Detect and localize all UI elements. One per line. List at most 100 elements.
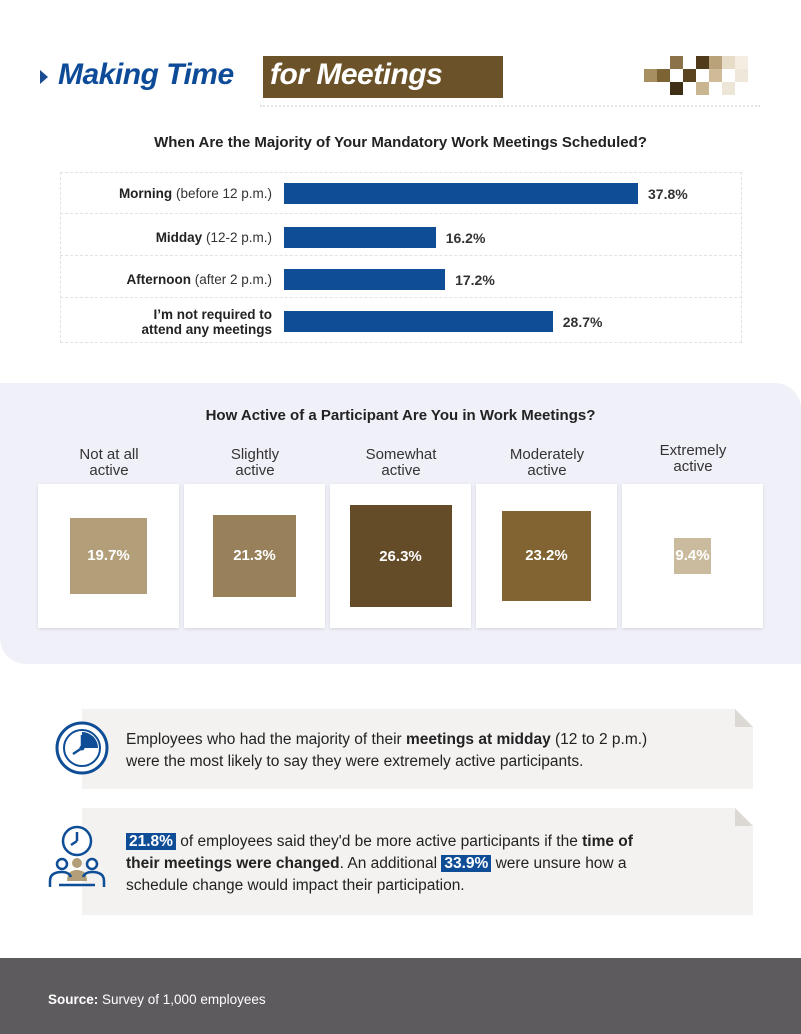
category-sub: (before 12 p.m.): [175, 186, 272, 201]
category-line1: Extremely: [659, 442, 727, 459]
row-divider: [60, 297, 742, 298]
page-header: Making Time for Meetings: [40, 56, 760, 107]
clock-icon: [55, 721, 109, 775]
chart1-row: Midday (12-2 p.m.) 16.2%: [60, 214, 742, 256]
chart2-value-label: 21.3%: [233, 547, 276, 565]
pixel-decoration: [722, 56, 735, 69]
callout-text: of employees said they'd be more active …: [175, 833, 583, 850]
category-line1: Not at all: [79, 446, 139, 463]
highlight-stat: 21.8%: [126, 833, 176, 850]
category-line1: Slightly: [230, 446, 280, 463]
source-note: Source: Survey of 1,000 employees: [48, 992, 266, 1007]
chart2-category-label: Somewhat active: [331, 447, 471, 479]
chart1-bar: [284, 227, 436, 248]
chart1-value-label: 28.7%: [562, 314, 603, 330]
chart1-frame: [60, 172, 742, 343]
category-main: Morning: [118, 186, 173, 201]
pixel-decoration: [722, 82, 735, 95]
source-text: Survey of 1,000 employees: [98, 992, 266, 1007]
pixel-decoration: [670, 82, 683, 95]
chart2-title: How Active of a Participant Are You in W…: [205, 407, 596, 424]
title-part-1: Making Time: [58, 58, 234, 91]
pixel-decoration: [696, 56, 709, 69]
title-highlight-box: [263, 56, 503, 98]
callout-schedule-change: 21.8% of employees said they'd be more a…: [82, 808, 753, 915]
callout-text: Employees who had the majority of their: [126, 731, 406, 748]
category-line2: attend any meetings: [141, 322, 272, 337]
pixel-decoration: [735, 69, 748, 82]
row-divider: [60, 255, 742, 256]
chart2-category-label: Moderately active: [477, 447, 617, 479]
chart1-bar: [284, 311, 553, 332]
callout-text: were the most likely to say they were ex…: [126, 753, 584, 770]
category-line2: active: [381, 462, 421, 479]
chart2-value-label: 23.2%: [525, 547, 568, 565]
chart1-value-label: 17.2%: [455, 272, 495, 288]
pixel-decoration: [709, 69, 722, 82]
chart1-category-label: Afternoon (after 2 p.m.): [126, 272, 272, 287]
footer: Source: Survey of 1,000 employees: [0, 958, 801, 1034]
chart2-value-label: 9.4%: [675, 547, 710, 565]
category-line1: Moderately: [509, 446, 585, 463]
callout-bold-text: their meetings were changed: [126, 855, 340, 872]
chart2-square: 21.3%: [213, 514, 296, 598]
category-line2: active: [89, 462, 129, 479]
category-sub: (after 2 p.m.): [194, 272, 272, 287]
chart2-card: 9.4%: [622, 484, 763, 628]
callout-midday-text: Employees who had the majority of their …: [126, 729, 647, 773]
chart2-category-label: Slightly active: [185, 447, 325, 479]
chart2-value-label: 26.3%: [379, 547, 422, 565]
category-line2: active: [673, 458, 713, 475]
callout-text: . An additional: [339, 855, 442, 872]
pixel-decoration: [670, 56, 683, 69]
callout-text: were unsure how a: [491, 855, 627, 872]
pixel-decoration: [696, 82, 709, 95]
highlight-stat: 33.9%: [441, 855, 492, 872]
meeting-people-icon: [48, 825, 106, 887]
callout-bold-text: meetings at midday: [406, 731, 551, 748]
chart2-square: 23.2%: [501, 511, 592, 601]
pixel-decoration: [657, 69, 670, 82]
pixel-decoration: [683, 69, 696, 82]
chart1-row: I’m not required to attend any meetings …: [60, 298, 742, 343]
chart2-card: 26.3%: [330, 484, 471, 628]
header-arrow-icon: [40, 70, 48, 84]
callout-midday: Employees who had the majority of their …: [82, 709, 753, 789]
category-line2: active: [527, 462, 567, 479]
row-divider: [60, 213, 742, 214]
chart1-row: Morning (before 12 p.m.) 37.8%: [60, 172, 742, 214]
chart2-square: 19.7%: [70, 517, 147, 595]
chart1-category-label: I’m not required to attend any meetings: [141, 307, 272, 337]
chart2-category-label: Extremely active: [623, 443, 763, 475]
chart2-square: 9.4%: [674, 537, 711, 575]
chart1-bar: [284, 269, 446, 290]
chart2-card: 19.7%: [38, 484, 179, 628]
chart2-card: 23.2%: [476, 484, 617, 628]
chart1-value-label: 37.8%: [648, 186, 688, 202]
chart1-bar: [284, 183, 638, 204]
category-sub: (12-2 p.m.): [205, 230, 272, 245]
pixel-decoration: [735, 56, 748, 69]
title-part-2: for Meetings: [270, 58, 443, 91]
chart1-value-label: 16.2%: [445, 230, 486, 246]
chart1-row: Afternoon (after 2 p.m.) 17.2%: [60, 256, 742, 298]
page-fold-decoration: [735, 808, 753, 826]
category-line2: active: [235, 462, 275, 479]
callout-text: (12 to 2 p.m.): [550, 731, 648, 748]
page-fold-decoration: [735, 709, 753, 727]
pixel-decoration: [709, 56, 722, 69]
source-label: Source:: [48, 992, 99, 1007]
chart1-category-label: Midday (12-2 p.m.): [156, 230, 272, 245]
chart1-category-label: Morning (before 12 p.m.): [119, 186, 272, 201]
callout-text: schedule change would impact their parti…: [126, 877, 465, 894]
category-line1: I’m not required to: [153, 307, 272, 322]
chart2-category-label: Not at all active: [39, 447, 179, 479]
pixel-decoration: [644, 69, 657, 82]
callout-schedule-text: 21.8% of employees said they'd be more a…: [126, 831, 633, 897]
category-line1: Somewhat: [365, 446, 437, 463]
callout-bold-text: time of: [582, 833, 633, 850]
chart2-square: 26.3%: [349, 505, 452, 607]
chart2-card: 21.3%: [184, 484, 325, 628]
header-divider: [260, 105, 760, 107]
category-main: Midday: [155, 230, 203, 245]
